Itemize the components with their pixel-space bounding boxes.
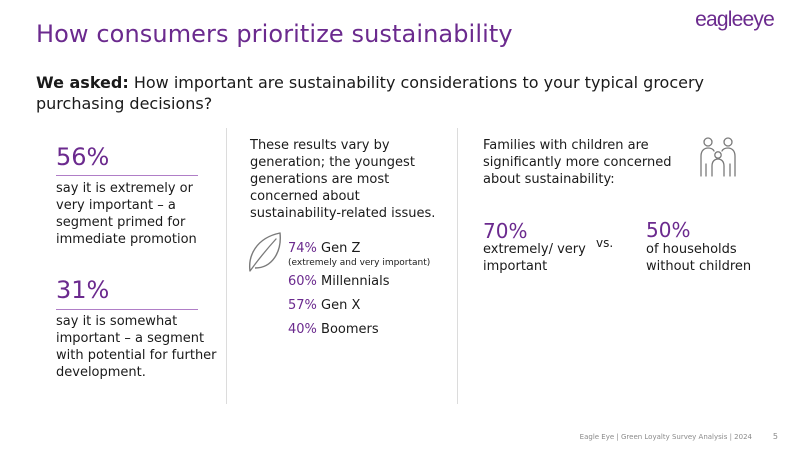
generation-intro: These results vary by generation; the yo… [250, 138, 436, 221]
generation-row-gen-x: 57% Gen X [288, 298, 360, 313]
survey-question: We asked: How important are sustainabili… [36, 72, 756, 114]
generation-pct: 74% [288, 241, 317, 256]
generation-label: Millennials [316, 274, 390, 289]
stat-description-without-children: of households without children [646, 242, 752, 274]
generation-row-boomers: 40% Boomers [288, 322, 379, 337]
stat-value-somewhat-important: 31% [56, 276, 110, 304]
generation-row-gen-z: 74% Gen Z [288, 241, 360, 256]
stat-description-extremely-important: say it is extremely or very important – … [56, 181, 197, 247]
page-number: 5 [772, 432, 778, 441]
generation-label: Gen X [316, 298, 361, 313]
generation-label: Gen Z [316, 241, 361, 256]
stat-value-without-children: 50% [646, 218, 691, 242]
footer-text: Eagle Eye | Green Loyalty Survey Analysi… [579, 433, 752, 441]
versus-label: vs. [596, 236, 614, 250]
stat-description-with-children: extremely/ very important [483, 242, 586, 274]
question-label: We asked: [36, 73, 129, 92]
stat-underline [56, 175, 198, 176]
generation-note: (extremely and very important) [288, 258, 431, 268]
stat-underline [56, 309, 198, 310]
generation-pct: 60% [288, 274, 317, 289]
stat-value-with-children: 70% [483, 219, 528, 243]
logo-text-eye: eye [742, 8, 775, 31]
generation-row-millennials: 60% Millennials [288, 274, 390, 289]
generation-pct: 40% [288, 322, 317, 337]
column-divider-right [457, 128, 458, 404]
generation-label: Boomers [316, 322, 379, 337]
logo-text-eagle: eagle [695, 8, 743, 31]
question-text: How important are sustainability conside… [36, 73, 705, 113]
generation-pct: 57% [288, 298, 317, 313]
page-title: How consumers prioritize sustainability [36, 20, 513, 48]
leaf-icon [249, 232, 281, 272]
stat-value-extremely-important: 56% [56, 143, 110, 171]
column-divider-left [226, 128, 227, 404]
families-intro: Families with children are significantly… [483, 138, 672, 187]
stat-description-somewhat-important: say it is somewhat important – a segment… [56, 314, 217, 380]
family-icon [700, 137, 736, 177]
brand-logo: eagleeye [695, 8, 775, 32]
